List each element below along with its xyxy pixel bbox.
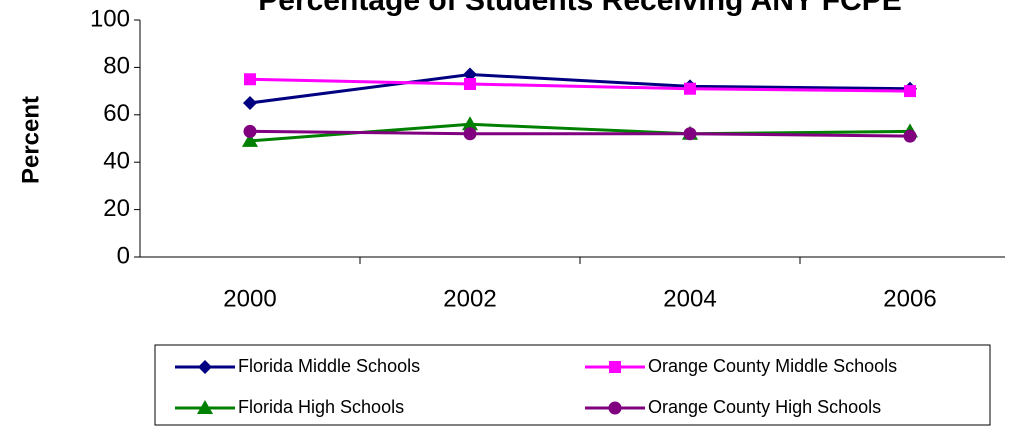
legend-label: Florida High Schools <box>238 397 404 417</box>
marker <box>683 127 697 141</box>
chart-title: Percentage of Students Receiving ANY FCP… <box>258 0 902 17</box>
y-tick-label: 100 <box>90 5 130 32</box>
marker <box>242 132 258 147</box>
y-tick-label: 80 <box>103 53 130 80</box>
legend-marker <box>197 400 213 414</box>
marker <box>684 82 696 95</box>
x-tick-label: 2000 <box>223 285 276 312</box>
marker <box>243 95 257 110</box>
legend-marker <box>198 360 212 374</box>
y-tick-label: 0 <box>117 242 130 269</box>
x-tick-label: 2002 <box>443 285 496 312</box>
y-tick-label: 40 <box>103 148 130 175</box>
legend-box <box>154 344 991 426</box>
y-tick-label: 60 <box>103 100 130 127</box>
legend-marker <box>608 401 622 415</box>
marker <box>462 116 478 131</box>
legend-label: Orange County High Schools <box>648 397 881 417</box>
marker <box>244 73 256 86</box>
marker <box>464 77 476 90</box>
series-line <box>249 73 911 105</box>
x-tick-label: 2004 <box>663 285 716 312</box>
y-tick-label: 20 <box>103 195 130 222</box>
y-axis-label: Percent <box>17 96 44 184</box>
x-tick-label: 2006 <box>883 285 936 312</box>
legend-marker <box>609 361 621 373</box>
marker <box>904 85 916 98</box>
series-line <box>249 77 911 93</box>
marker <box>903 129 917 143</box>
legend-label: Florida Middle Schools <box>238 356 420 376</box>
legend-label: Orange County Middle Schools <box>648 356 897 376</box>
series-line <box>249 129 911 138</box>
marker <box>243 124 257 138</box>
marker <box>463 127 477 141</box>
